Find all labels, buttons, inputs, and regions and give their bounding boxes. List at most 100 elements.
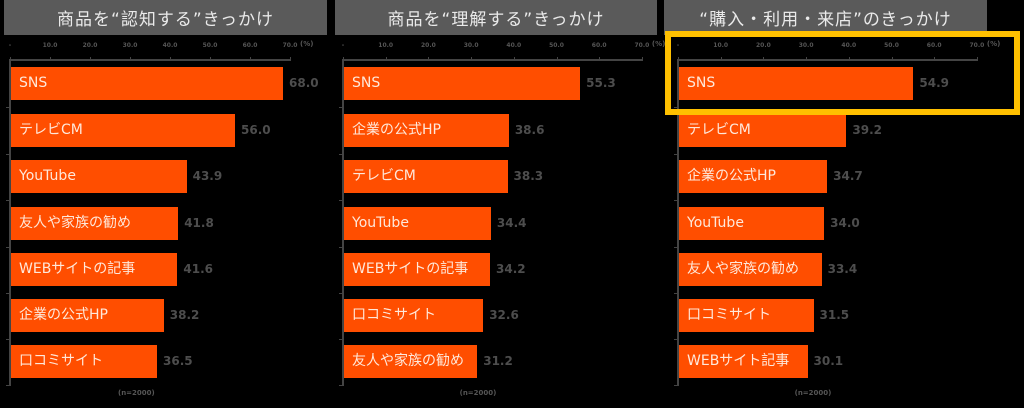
- bar-value-label: 34.2: [496, 262, 526, 276]
- sample-size-note: (n=2000): [118, 389, 155, 397]
- x-tick-label: 60.0: [242, 42, 258, 49]
- bar: 企業の公式HP: [679, 160, 828, 193]
- bar-value-label: 31.2: [483, 354, 513, 368]
- x-tick-label: 70.0: [282, 42, 298, 49]
- x-tick-label: -: [8, 42, 12, 49]
- y-tick-mark: [339, 107, 343, 108]
- y-tick-mark: [6, 107, 10, 108]
- x-tick-label: 70.0: [634, 42, 650, 49]
- y-tick-mark: [6, 339, 10, 340]
- bar-value-label: 33.4: [827, 262, 858, 276]
- bar: 企業の公式HP: [11, 299, 164, 332]
- y-tick-mark: [674, 154, 678, 155]
- unit-label: (%): [651, 40, 666, 48]
- bar: 友人や家族の勧め: [11, 207, 179, 240]
- bar: YouTube: [679, 207, 825, 240]
- bar-value-label: 38.2: [169, 308, 200, 322]
- sample-size-note: (n=2000): [794, 389, 832, 397]
- bar-value-label: 31.5: [819, 308, 850, 322]
- bar: 口コミサイト: [344, 299, 484, 332]
- bar-value-label: 56.0: [241, 123, 271, 137]
- x-tick-label: -: [676, 42, 680, 49]
- x-tick-label: 20.0: [82, 42, 98, 49]
- bar-category-label: 企業の公式HP: [352, 122, 441, 138]
- bar-value-label: 39.2: [852, 123, 882, 137]
- y-tick-mark: [6, 293, 10, 294]
- bar: 友人や家族の勧め: [344, 345, 478, 378]
- bar: SNS: [344, 67, 581, 100]
- bar: 友人や家族の勧め: [679, 253, 822, 286]
- x-axis-line: [343, 59, 642, 61]
- bar: SNS: [11, 67, 283, 100]
- y-tick-mark: [339, 200, 343, 201]
- x-tick-label: 50.0: [202, 42, 218, 49]
- bar-category-label: 友人や家族の勧め: [352, 353, 464, 369]
- bar-category-label: SNS: [19, 75, 48, 91]
- bar-category-label: テレビCM: [19, 122, 83, 138]
- x-tick-label: 40.0: [506, 42, 522, 49]
- bar-category-label: テレビCM: [352, 168, 416, 184]
- x-tick-label: 50.0: [549, 42, 564, 49]
- y-tick-mark: [6, 154, 10, 155]
- y-tick-mark: [6, 247, 10, 248]
- bar-category-label: SNS: [687, 75, 716, 91]
- bar-category-label: YouTube: [19, 168, 76, 184]
- bar-value-label: 38.6: [514, 123, 545, 137]
- x-tick-label: 10.0: [713, 42, 729, 49]
- bar-category-label: 友人や家族の勧め: [19, 215, 131, 231]
- y-tick-mark: [339, 154, 343, 155]
- bar-value-label: 54.9: [919, 76, 950, 90]
- bar-category-label: 企業の公式HP: [19, 307, 108, 323]
- bar-value-label: 34.7: [833, 169, 863, 183]
- y-tick-mark: [674, 293, 678, 294]
- bar-category-label: WEBサイトの記事: [352, 261, 469, 277]
- bar: 口コミサイト: [11, 345, 157, 378]
- y-tick-mark: [674, 247, 678, 248]
- bar: テレビCM: [344, 160, 508, 193]
- y-tick-mark: [339, 385, 343, 386]
- x-tick-mark: [641, 57, 643, 61]
- y-axis-line: [9, 59, 11, 386]
- y-axis-line: [677, 59, 679, 386]
- bar: WEBサイト記事: [679, 345, 808, 378]
- bar-category-label: SNS: [352, 75, 381, 91]
- x-tick-label: 70.0: [969, 42, 985, 49]
- chart-title: 商品を“理解する”きっかけ: [335, 0, 657, 35]
- x-tick-mark: [976, 57, 978, 61]
- x-tick-label: 10.0: [378, 42, 394, 49]
- y-tick-mark: [339, 339, 343, 340]
- bar-value-label: 34.0: [830, 216, 860, 230]
- bar: 企業の公式HP: [344, 114, 509, 147]
- bar-value-label: 41.8: [184, 216, 214, 230]
- x-axis-line: [678, 59, 977, 61]
- bar: YouTube: [11, 160, 187, 193]
- bar-value-label: 43.9: [192, 169, 223, 183]
- bar: YouTube: [344, 207, 491, 240]
- x-tick-label: -: [341, 42, 345, 49]
- bar-value-label: 38.3: [513, 169, 544, 183]
- y-tick-mark: [6, 200, 10, 201]
- x-axis-line: [10, 59, 290, 61]
- unit-label: (%): [986, 40, 1001, 48]
- sample-size-note: (n=2000): [459, 389, 497, 397]
- x-tick-label: 20.0: [755, 42, 771, 49]
- x-tick-label: 40.0: [162, 42, 178, 49]
- unit-label: (%): [300, 40, 314, 48]
- y-tick-mark: [674, 107, 678, 108]
- bar-category-label: 口コミサイト: [19, 353, 103, 369]
- x-tick-label: 40.0: [841, 42, 857, 49]
- x-tick-label: 30.0: [463, 42, 479, 49]
- bar: 口コミサイト: [679, 299, 814, 332]
- bar-category-label: テレビCM: [687, 122, 751, 138]
- x-tick-label: 50.0: [884, 42, 899, 49]
- bar-value-label: 68.0: [289, 76, 319, 90]
- sns-highlight-box: [665, 31, 1020, 115]
- bar-category-label: WEBサイト記事: [687, 353, 790, 369]
- bar: テレビCM: [679, 114, 847, 147]
- y-tick-mark: [674, 339, 678, 340]
- y-tick-mark: [674, 385, 678, 386]
- x-tick-label: 20.0: [420, 42, 436, 49]
- bar: テレビCM: [11, 114, 235, 147]
- bar: WEBサイトの記事: [11, 253, 178, 286]
- y-tick-mark: [339, 293, 343, 294]
